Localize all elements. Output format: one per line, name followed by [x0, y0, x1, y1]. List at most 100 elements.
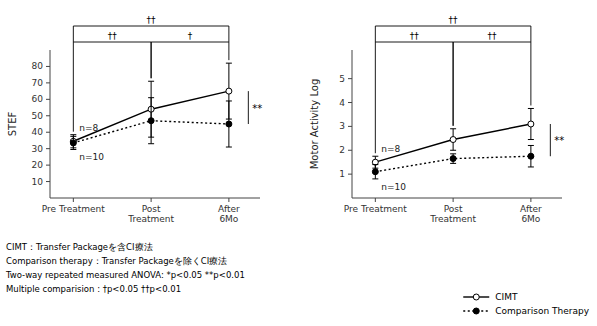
significance-label: ** [252, 103, 262, 114]
legend-label: CIMT [495, 292, 518, 302]
y-axis-label: STEF [7, 111, 18, 136]
y-tick [348, 102, 352, 103]
error-bar [148, 98, 154, 144]
footnote: Comparison therapy：Transfer Packageを除くCI… [6, 256, 227, 266]
y-tick [46, 99, 50, 100]
comparison-label: †† [410, 31, 420, 41]
y-tick-label: 10 [32, 177, 44, 187]
comparison-label: † [188, 31, 193, 41]
y-tick-label: 3 [339, 121, 345, 131]
comparison-bracket [73, 26, 229, 42]
y-tick-label: 20 [32, 160, 44, 170]
x-tick-label: PostTreatment [127, 204, 174, 224]
y-tick-label: 1 [339, 169, 345, 179]
y-tick-label: 5 [339, 74, 345, 84]
point [528, 153, 534, 159]
y-tick [46, 148, 50, 149]
x-tick [151, 198, 152, 202]
panel: 1 2 3 4 5 Pre Treatment PostTreatment After6Mo M… [309, 15, 564, 224]
y-tick-label: 80 [32, 61, 44, 71]
error-bar [450, 129, 456, 150]
x-tick-label: After6Mo [520, 204, 542, 224]
legend-marker [473, 308, 479, 314]
legend-marker [473, 294, 479, 300]
point [450, 156, 456, 162]
x-tick-label-line: Pre Treatment [344, 204, 407, 214]
x-tick-label-line: Post [142, 204, 161, 214]
x-tick-label: Pre Treatment [344, 204, 407, 214]
error-bar [528, 145, 534, 166]
x-tick-label-line: Treatment [127, 214, 174, 224]
x-tick-label-line: Pre Treatment [42, 204, 105, 214]
error-bar [528, 108, 534, 139]
series-n-label: n=8 [79, 123, 98, 133]
y-tick [348, 150, 352, 151]
figure: 1020304050607080Pre TreatmentPostTreatme… [0, 0, 597, 326]
series-line [375, 156, 531, 172]
panel: 10 20 30 40 50 60 70 80 Pre Treatment PostTreatme… [7, 15, 262, 224]
significance-line [248, 91, 249, 124]
legend-label: Comparison Therapy [495, 306, 589, 316]
legend: CIMT Comparison Therapy [463, 292, 589, 316]
x-tick-label-line: After [218, 204, 240, 214]
y-axis-label: Motor Activity Log [309, 79, 320, 170]
series-n-label: n=10 [381, 182, 406, 192]
point [70, 140, 76, 146]
x-tick [73, 198, 74, 202]
error-bar [450, 154, 456, 164]
point [528, 121, 534, 127]
x-tick-label-line: Post [444, 204, 463, 214]
error-bar [226, 101, 232, 147]
y-tick-label: 40 [32, 127, 44, 137]
x-tick-label-line: Treatment [429, 214, 476, 224]
x-tick-label: Pre Treatment [42, 204, 105, 214]
point [450, 137, 456, 143]
x-tick-label-line: After [520, 204, 542, 214]
point [148, 118, 154, 124]
y-tick-label: 30 [32, 144, 44, 154]
x-tick [228, 198, 229, 202]
point [372, 169, 378, 175]
series-n-label: n=10 [79, 152, 104, 162]
error-bar [70, 136, 76, 149]
comparison-bracket [453, 42, 531, 126]
x-tick-label: PostTreatment [429, 204, 476, 224]
x-tick-label-line: 6Mo [521, 214, 540, 224]
error-bar [372, 165, 378, 179]
comparison-label: †† [108, 31, 118, 41]
y-tick-label: 2 [339, 145, 345, 155]
y-tick [348, 78, 352, 79]
comparison-bracket [73, 42, 151, 132]
footnote: Two-way repeated measured ANOVA: *p<0.05… [5, 270, 245, 280]
comparison-bracket [375, 42, 453, 153]
y-tick [46, 132, 50, 133]
y-tick [46, 115, 50, 116]
y-tick-label: 70 [32, 78, 44, 88]
comparison-label: †† [449, 15, 459, 25]
point [226, 121, 232, 127]
footnote: Multiple comparision : †p<0.05 ††p<0.01 [6, 284, 181, 294]
x-tick [530, 198, 531, 202]
comparison-label: †† [488, 31, 498, 41]
comparison-bracket [151, 42, 229, 78]
comparison-label: †† [147, 15, 157, 25]
y-tick [348, 174, 352, 175]
x-tick [453, 198, 454, 202]
point [226, 88, 232, 94]
y-axis [50, 50, 51, 198]
series-line [375, 124, 531, 162]
y-tick [46, 165, 50, 166]
y-tick-label: 60 [32, 94, 44, 104]
significance-label: ** [554, 135, 564, 146]
comparison-bracket [375, 26, 531, 42]
significance-line [550, 124, 551, 156]
x-tick-label-line: 6Mo [219, 214, 238, 224]
x-tick-label: After6Mo [218, 204, 240, 224]
x-tick [375, 198, 376, 202]
y-tick [46, 82, 50, 83]
y-tick-label: 4 [339, 98, 345, 108]
y-tick-label: 50 [32, 111, 44, 121]
series-n-label: n=8 [381, 144, 400, 154]
y-tick [46, 181, 50, 182]
y-axis [352, 50, 353, 198]
